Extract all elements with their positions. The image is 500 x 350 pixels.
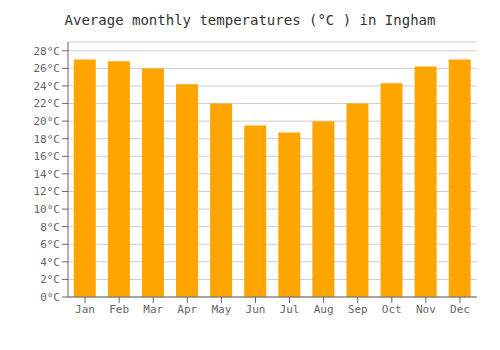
svg-text:Sep: Sep [348, 303, 368, 316]
svg-text:Aug: Aug [314, 303, 334, 316]
svg-text:Jan: Jan [75, 303, 95, 316]
html-text:Average monthly temperatures (: Average monthly temperatures (°C ) in In… [64, 12, 436, 28]
svg-text:12°C: 12°C [34, 185, 61, 198]
svg-text:Jul: Jul [280, 303, 300, 316]
svg-text:14°C: 14°C [34, 168, 61, 181]
svg-text:0°C: 0°C [40, 291, 60, 304]
svg-text:Dec: Dec [450, 303, 470, 316]
svg-text:18°C: 18°C [34, 133, 61, 146]
svg-text:Nov: Nov [416, 303, 436, 316]
svg-text:Jun: Jun [246, 303, 266, 316]
svg-text:2°C: 2°C [40, 273, 60, 286]
svg-text:Mar: Mar [143, 303, 163, 316]
svg-text:26°C: 26°C [34, 62, 61, 75]
svg-text:20°C: 20°C [34, 115, 61, 128]
svg-text:Oct: Oct [382, 303, 402, 316]
svg-text:22°C: 22°C [34, 97, 61, 110]
svg-text:8°C: 8°C [40, 221, 60, 234]
svg-text:28°C: 28°C [34, 45, 61, 58]
svg-text:4°C: 4°C [40, 256, 60, 269]
svg-text:24°C: 24°C [34, 80, 61, 93]
svg-text:Feb: Feb [109, 303, 129, 316]
svg-text:6°C: 6°C [40, 238, 60, 251]
svg-text:Apr: Apr [177, 303, 197, 316]
svg-text:16°C: 16°C [34, 150, 61, 163]
svg-text:10°C: 10°C [34, 203, 61, 216]
svg-text:May: May [211, 303, 231, 316]
